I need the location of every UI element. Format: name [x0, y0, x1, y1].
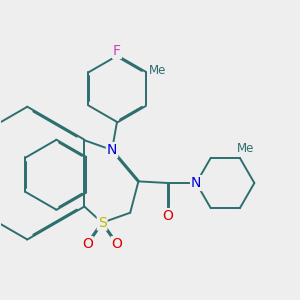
Text: O: O: [82, 237, 93, 251]
Text: Me: Me: [148, 64, 166, 77]
Text: N: N: [107, 143, 117, 157]
Text: N: N: [191, 176, 201, 190]
Text: F: F: [113, 44, 121, 58]
Text: Me: Me: [237, 142, 254, 155]
Text: O: O: [112, 237, 122, 251]
Text: O: O: [163, 209, 174, 223]
Text: S: S: [98, 216, 106, 230]
